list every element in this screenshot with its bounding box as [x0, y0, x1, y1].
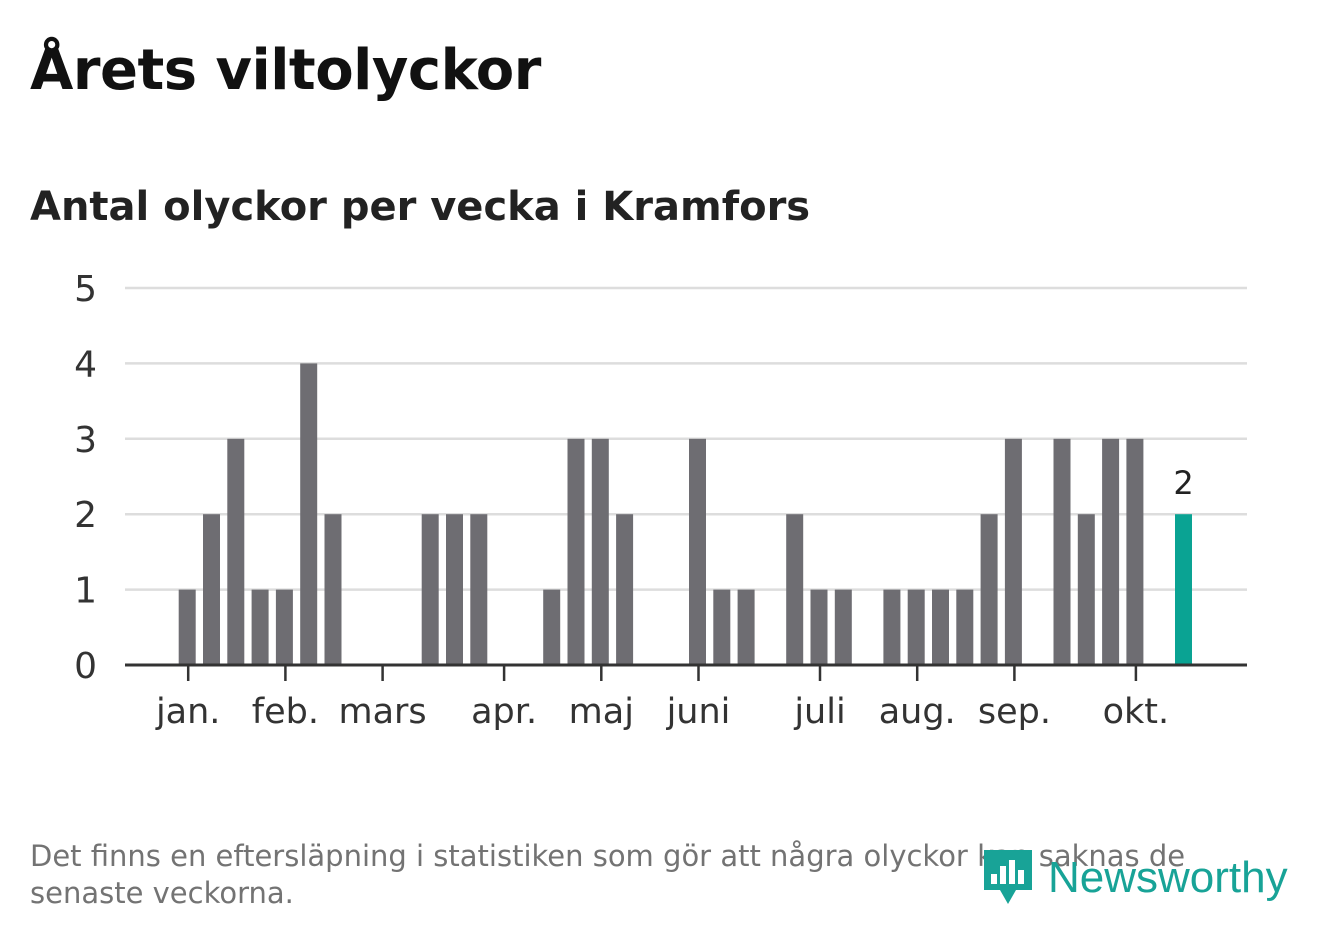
bar-15 — [470, 514, 488, 665]
x-axis: jan. feb. mars apr. maj juni juli aug. sep. okt. — [125, 663, 1247, 732]
x-tick-label-feb.: feb. — [252, 692, 319, 732]
bar-9 — [324, 514, 342, 665]
bar-26 — [737, 589, 755, 665]
y-tick-label-5: 5 — [74, 269, 97, 310]
bar-40 — [1077, 514, 1095, 665]
bar-33 — [907, 589, 925, 665]
x-tick-label-jan.: jan. — [155, 692, 220, 732]
newsworthy-logo: Newsworthy — [980, 846, 1288, 910]
x-tick-label-apr.: apr. — [471, 692, 537, 732]
x-tick-label-sep.: sep. — [978, 692, 1051, 732]
bar-5 — [227, 438, 245, 665]
y-axis-ticks: 0 1 2 3 4 5 — [74, 269, 97, 687]
bar-4 — [203, 514, 220, 665]
x-tick-label-maj: maj — [569, 692, 634, 732]
logo-text: Newsworthy — [1048, 853, 1288, 902]
bar-28 — [786, 514, 804, 665]
y-tick-label-1: 1 — [74, 571, 97, 612]
bar-39 — [1053, 438, 1071, 665]
bar-36 — [980, 514, 998, 665]
bars — [178, 363, 1192, 665]
bar-20 — [591, 438, 609, 665]
y-tick-label-0: 0 — [74, 646, 97, 687]
bar-37 — [1004, 438, 1022, 665]
bar-13 — [421, 514, 439, 665]
x-tick-label-aug.: aug. — [879, 692, 956, 732]
chart-title: Årets viltolyckor — [30, 38, 541, 103]
bar-19 — [567, 438, 585, 665]
data-labels: 2 — [1173, 464, 1193, 502]
bar-chart-pin-icon — [984, 850, 1032, 904]
bar-21 — [616, 514, 634, 665]
bar-30 — [834, 589, 852, 665]
chart-subtitle: Antal olyckor per vecka i Kramfors — [30, 184, 811, 230]
bar-25 — [713, 589, 731, 665]
y-tick-label-4: 4 — [74, 344, 97, 385]
bar-6 — [251, 589, 269, 665]
bar-29 — [810, 589, 828, 665]
x-tick-label-okt.: okt. — [1103, 692, 1170, 732]
bar-41 — [1102, 438, 1120, 665]
bar-42 — [1126, 438, 1144, 665]
x-tick-label-juli: juli — [793, 692, 845, 732]
bar-chart: 0 1 2 3 4 5 jan. feb. mars apr. maj juni juli aug. se… — [74, 269, 1247, 732]
x-tick-label-mars: mars — [339, 692, 427, 732]
highlight-value-label: 2 — [1173, 464, 1193, 502]
bar-7 — [275, 589, 293, 665]
bar-14 — [446, 514, 463, 665]
bar-24 — [689, 438, 706, 665]
bar-34 — [932, 589, 949, 665]
bar-35 — [956, 589, 974, 665]
bar-8 — [300, 363, 318, 665]
bar-44 — [1175, 514, 1192, 665]
bar-32 — [883, 589, 901, 665]
bar-18 — [543, 589, 561, 665]
bar-3 — [178, 589, 196, 665]
y-tick-label-3: 3 — [74, 420, 97, 461]
y-tick-label-2: 2 — [74, 495, 97, 536]
x-tick-label-juni: juni — [666, 692, 731, 732]
